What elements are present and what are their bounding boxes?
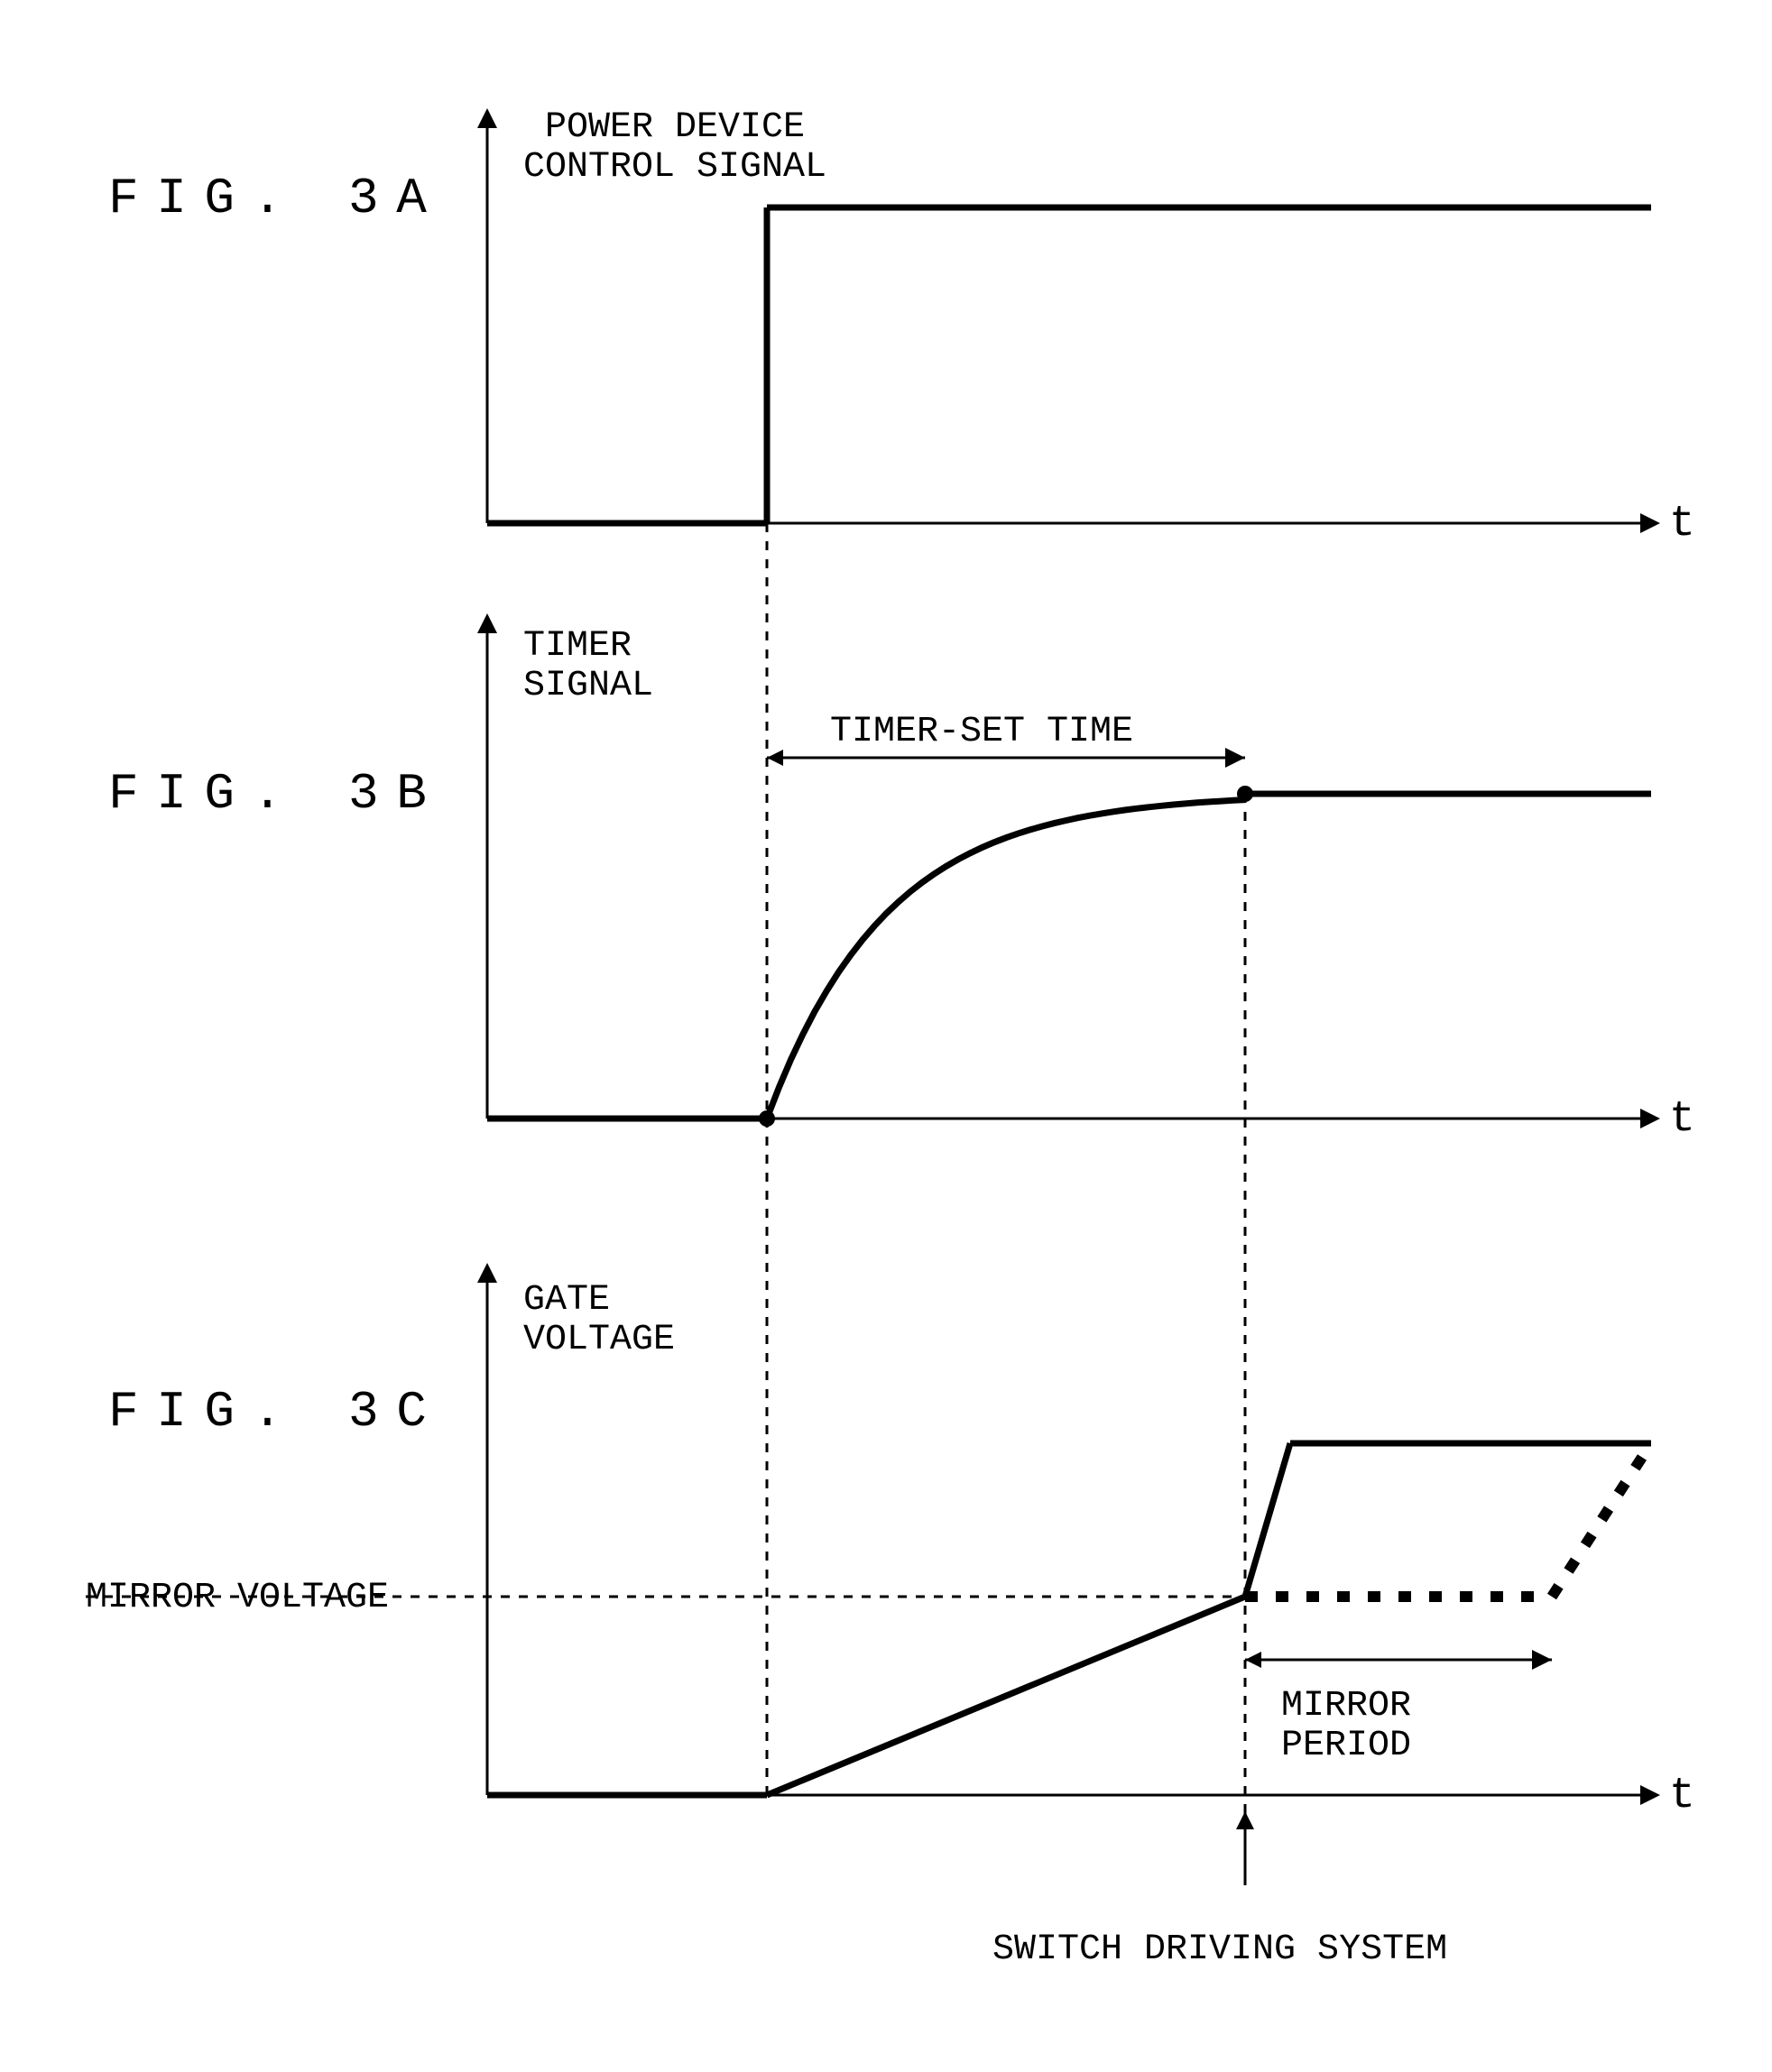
fig-b-t-label: t	[1669, 1096, 1695, 1144]
fig-c-yaxis-title: GATE VOLTAGE	[523, 1281, 675, 1360]
diagram-canvas: FIG. 3A POWER DEVICE CONTROL SIGNAL t FI…	[0, 0, 1772, 2072]
fig-c-mirror-voltage-label: MIRROR VOLTAGE	[86, 1579, 389, 1618]
fig-c-switch-label: SWITCH DRIVING SYSTEM	[992, 1930, 1447, 1970]
fig-b-yaxis-title: TIMER SIGNAL	[523, 627, 653, 706]
fig-a-t-label: t	[1669, 501, 1695, 548]
fig-a-label: FIG. 3A	[108, 171, 444, 227]
fig-c-mirror-period-label: MIRROR PERIOD	[1281, 1687, 1411, 1766]
fig-b-label: FIG. 3B	[108, 767, 444, 823]
diagram-svg	[0, 0, 1772, 2072]
fig-b-timer-set-label: TIMER-SET TIME	[830, 713, 1133, 752]
fig-a-yaxis-title: POWER DEVICE CONTROL SIGNAL	[523, 108, 826, 188]
fig-c-label: FIG. 3C	[108, 1385, 444, 1441]
fig-c-t-label: t	[1669, 1773, 1695, 1820]
